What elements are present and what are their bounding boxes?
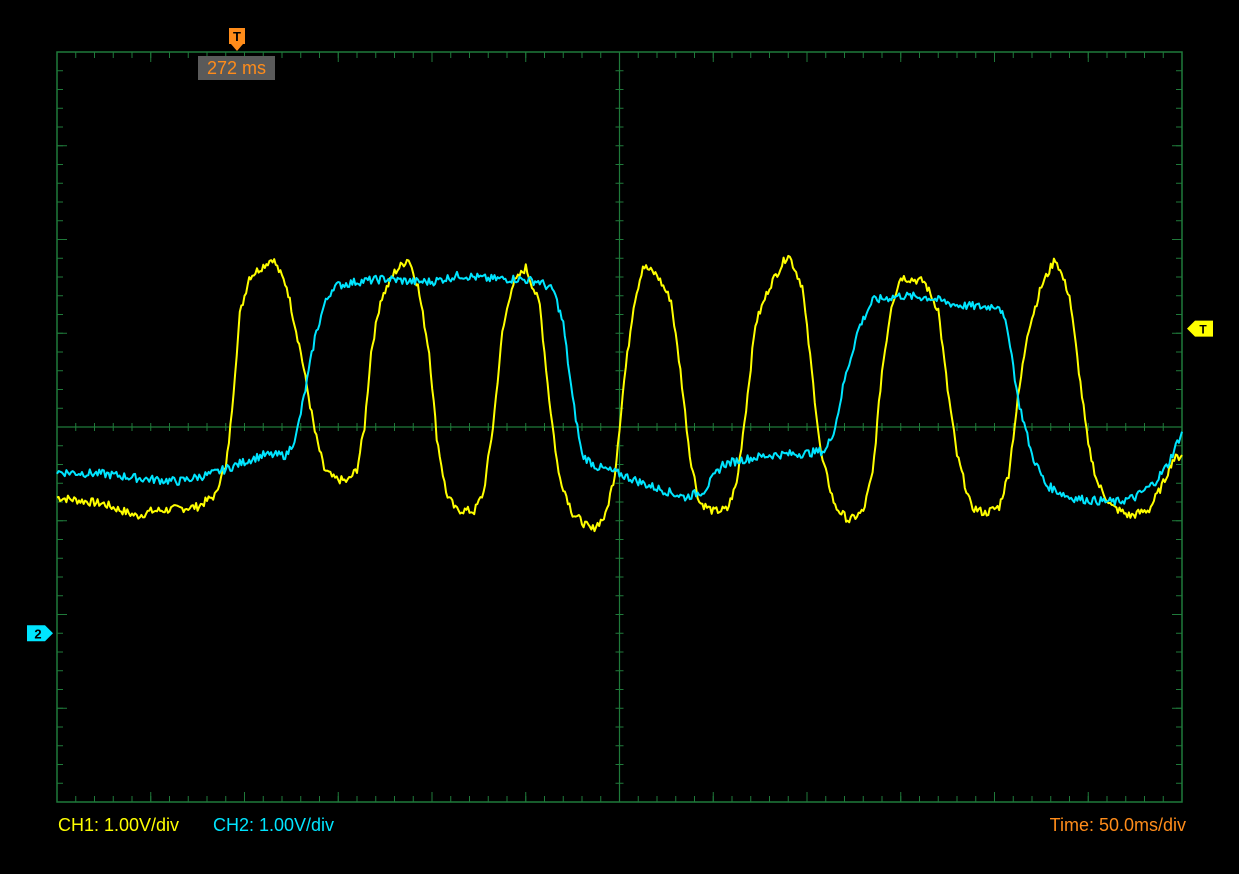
ch2-scale-readout: CH2: 1.00V/div [213,815,335,835]
trigger-level-label: T [1199,323,1207,337]
ch1-trace [56,254,1183,533]
timebase-readout: Time: 50.0ms/div [1049,815,1186,835]
ch2-ground-label: 2 [34,626,41,641]
ch1-scale-readout: CH1: 1.00V/div [58,815,180,835]
ch2-trace [56,270,1183,506]
trigger-time-text: 272 ms [207,58,266,78]
ch2-ground-marker[interactable]: 2 [27,625,53,642]
graticule [56,51,1183,803]
trigger-level-marker[interactable]: T [1187,320,1213,337]
trigger-marker-label: T [233,29,241,44]
markers: T 272 ms T 2 [27,28,1213,642]
trigger-position-marker[interactable]: T [229,28,245,51]
trigger-time-readout: 272 ms [198,56,275,80]
waveform-traces [56,254,1183,533]
